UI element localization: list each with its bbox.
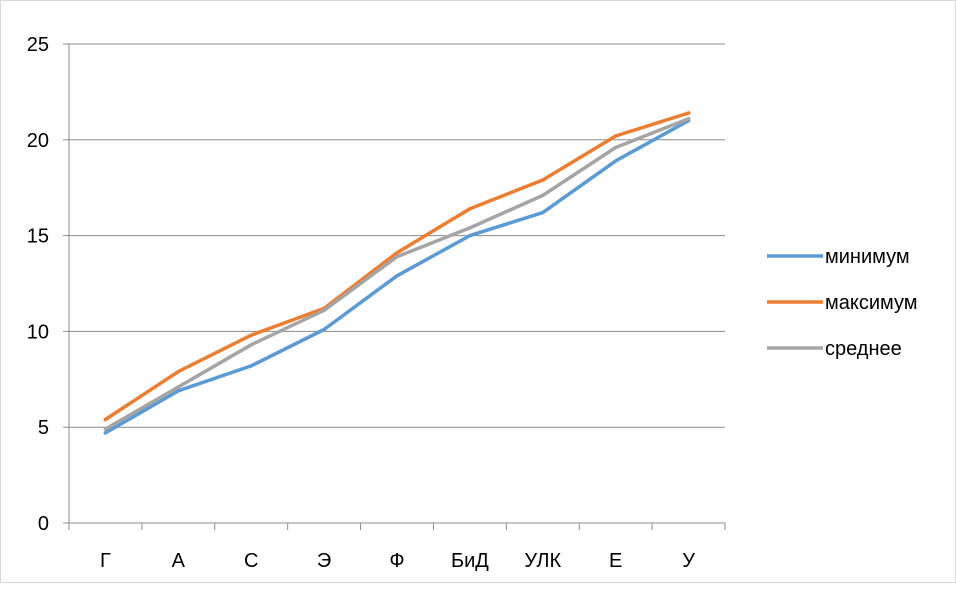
axes: 0 5 10 15 20 25 Г А С Э Ф БиД УЛК Е У — [27, 34, 726, 572]
data-point — [176, 389, 181, 393]
gridlines — [69, 43, 725, 428]
data-point — [613, 159, 618, 163]
data-point — [322, 327, 326, 332]
y-tick-label: 0 — [38, 513, 49, 535]
legend-label: максимум — [825, 292, 918, 314]
data-point — [249, 343, 253, 347]
series-lines — [103, 111, 691, 435]
data-point — [686, 116, 691, 121]
data-point — [686, 111, 691, 115]
x-tick-label: С — [244, 550, 258, 572]
x-tick-label: А — [172, 550, 186, 572]
x-tick-label: У — [682, 550, 695, 572]
data-point — [395, 274, 399, 278]
data-point — [395, 251, 399, 255]
data-point — [322, 308, 326, 313]
data-point — [395, 254, 399, 259]
legend: минимум максимум среднее — [767, 246, 918, 360]
legend-label: среднее — [825, 338, 902, 360]
data-point — [249, 333, 253, 337]
data-point — [103, 427, 108, 431]
x-tick-label: Ф — [389, 550, 404, 572]
data-point — [176, 369, 181, 374]
x-tick-label: Е — [609, 550, 622, 572]
data-point — [468, 233, 472, 238]
x-tick-label: УЛК — [524, 550, 561, 572]
y-tick-label: 15 — [27, 226, 49, 248]
data-point — [613, 134, 618, 138]
x-tick-label: Э — [317, 550, 331, 572]
data-point — [249, 364, 253, 368]
data-point — [103, 417, 108, 422]
x-tick-label: БиД — [451, 550, 489, 572]
y-tick-label: 5 — [38, 417, 49, 439]
data-point — [541, 193, 545, 198]
data-point — [103, 431, 108, 435]
data-point — [541, 178, 545, 182]
data-point — [613, 145, 618, 150]
y-tick-label: 10 — [27, 321, 49, 343]
legend-label: минимум — [825, 246, 910, 268]
y-tick-label: 25 — [27, 34, 49, 56]
x-tick-label: Г — [100, 550, 111, 572]
data-point — [541, 210, 545, 215]
data-point — [176, 385, 181, 389]
y-tick-label: 20 — [27, 130, 49, 152]
data-point — [468, 226, 472, 230]
data-point — [468, 207, 472, 211]
